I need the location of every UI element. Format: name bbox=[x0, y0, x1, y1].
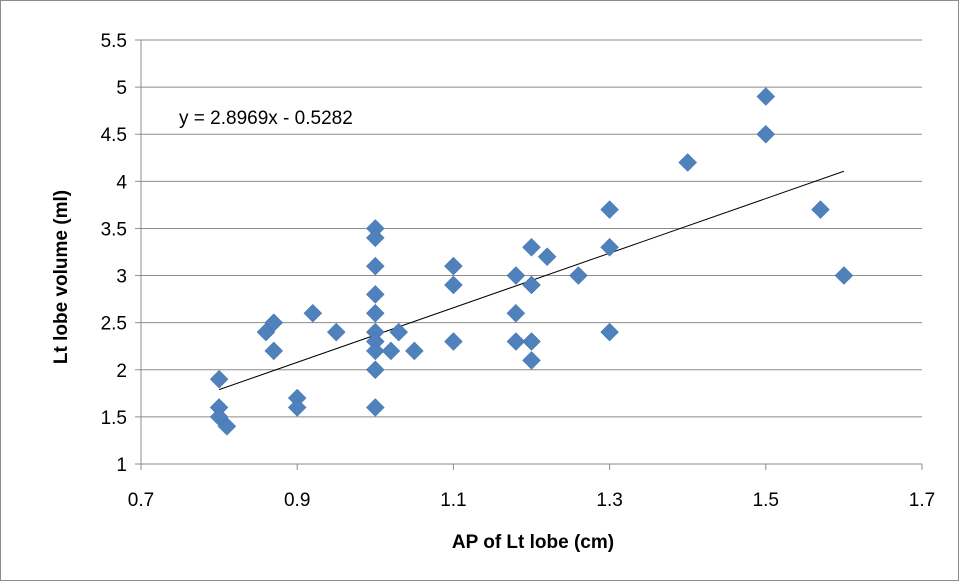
y-tick-label: 1 bbox=[116, 455, 127, 476]
data-point bbox=[600, 200, 619, 219]
data-point bbox=[506, 266, 526, 285]
x-tick-label: 1.3 bbox=[596, 490, 622, 511]
y-tick-label: 5 bbox=[116, 78, 127, 99]
data-point bbox=[756, 87, 776, 106]
data-point bbox=[506, 332, 526, 351]
data-point bbox=[381, 341, 401, 361]
x-tick-label: 0.7 bbox=[128, 490, 154, 511]
x-tick-label: 1.7 bbox=[909, 490, 935, 511]
data-point bbox=[365, 285, 385, 304]
trendline-equation: y = 2.8969x - 0.5282 bbox=[179, 108, 353, 129]
data-point bbox=[209, 369, 229, 389]
y-tick-label: 4.5 bbox=[101, 125, 127, 146]
data-point bbox=[444, 332, 463, 351]
y-tick-label: 5.5 bbox=[101, 31, 127, 52]
data-point bbox=[365, 256, 385, 276]
data-point bbox=[537, 247, 557, 267]
data-point bbox=[303, 303, 323, 323]
data-point bbox=[326, 322, 346, 342]
data-point bbox=[365, 341, 385, 361]
y-tick-label: 3.5 bbox=[101, 219, 127, 240]
y-tick-label: 2 bbox=[116, 361, 127, 382]
y-axis-title: Lt lobe volume (ml) bbox=[51, 190, 72, 364]
data-point bbox=[365, 303, 385, 323]
data-points bbox=[209, 87, 854, 436]
data-point bbox=[756, 124, 776, 144]
data-point bbox=[506, 303, 526, 323]
data-point bbox=[522, 332, 541, 351]
x-tick-label: 1.1 bbox=[440, 490, 466, 511]
x-tick-label: 1.5 bbox=[753, 490, 779, 511]
data-point bbox=[444, 275, 463, 295]
data-point bbox=[264, 313, 284, 333]
data-point bbox=[569, 266, 588, 285]
data-point bbox=[811, 200, 830, 219]
y-tick-label: 3 bbox=[116, 267, 127, 288]
data-point bbox=[264, 341, 284, 361]
tick-labels: 1 1.5 2 2.5 3 3.5 4 4.5 5 5.5 0.7 0.9 1.1 1.3 1.5 1.7 bbox=[101, 31, 936, 511]
data-point bbox=[522, 275, 541, 295]
data-point bbox=[217, 416, 237, 436]
data-point bbox=[678, 153, 698, 172]
data-point bbox=[600, 322, 619, 342]
data-point bbox=[365, 398, 385, 417]
data-point bbox=[287, 398, 307, 417]
data-point bbox=[365, 360, 385, 380]
data-point bbox=[389, 322, 409, 342]
y-tick-label: 4 bbox=[116, 172, 127, 193]
data-point bbox=[600, 237, 619, 257]
data-point bbox=[444, 256, 463, 276]
data-point bbox=[522, 237, 541, 257]
x-tick-label: 0.9 bbox=[284, 490, 310, 511]
data-point bbox=[522, 351, 541, 370]
data-point bbox=[365, 228, 385, 248]
data-point bbox=[404, 341, 424, 361]
data-point bbox=[834, 266, 854, 285]
x-axis-title: AP of Lt lobe (cm) bbox=[452, 532, 614, 553]
y-tick-label: 1.5 bbox=[101, 408, 127, 429]
y-tick-label: 2.5 bbox=[101, 314, 127, 335]
axes bbox=[135, 39, 923, 470]
